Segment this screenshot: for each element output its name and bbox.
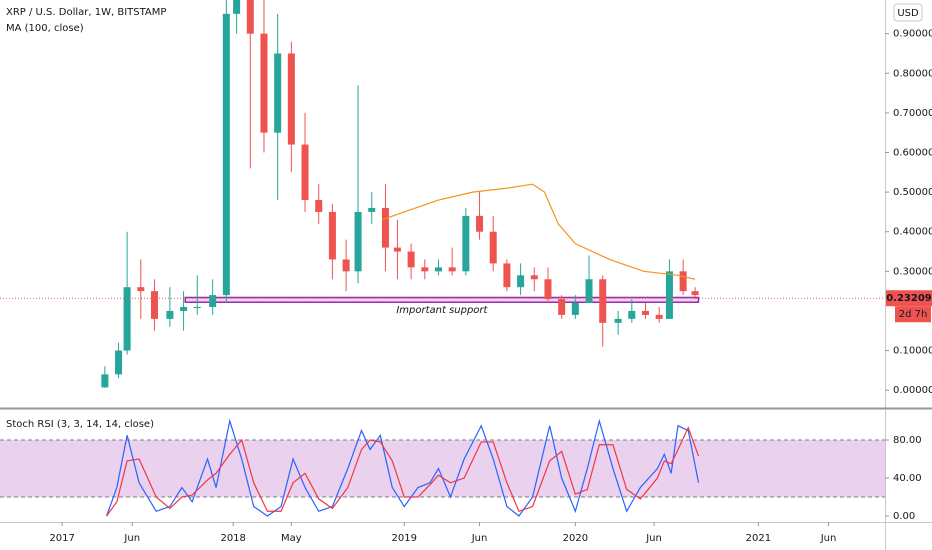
- candle-body: [665, 271, 673, 319]
- y-tick-label: 0.10000: [893, 346, 932, 357]
- moving-average: [381, 183, 696, 280]
- candle-body: [123, 287, 131, 351]
- chart-title: XRP / U.S. Dollar, 1W, BITSTAMP: [6, 7, 166, 18]
- candle-body: [274, 53, 282, 133]
- candle-body: [166, 310, 174, 319]
- candle-body: [193, 306, 201, 308]
- x-tick-label: 2021: [746, 533, 771, 544]
- y-tick-label: 0.80000: [893, 68, 932, 79]
- candle-body: [503, 263, 511, 288]
- candle-body: [354, 211, 362, 272]
- candle-body: [209, 295, 217, 307]
- candle-body: [641, 310, 649, 315]
- candle-body: [448, 267, 456, 272]
- candle-body: [101, 374, 109, 388]
- y-tick-label: 0.70000: [893, 108, 932, 119]
- y-tick-label: 80.00: [893, 435, 922, 446]
- x-tick-label: 2019: [392, 533, 417, 544]
- candle-body: [260, 33, 268, 133]
- candle-body: [342, 259, 350, 272]
- candle-body: [115, 350, 123, 375]
- candle-body: [655, 314, 663, 319]
- x-tick-label: Jun: [820, 533, 837, 544]
- indicator-title: MA (100, close): [6, 23, 84, 34]
- x-tick-label: 2017: [49, 533, 74, 544]
- x-tick-label: May: [281, 533, 302, 544]
- candle-body: [544, 279, 552, 300]
- countdown-box: [895, 306, 931, 323]
- candle-body: [434, 267, 442, 272]
- stoch-line: [106, 418, 700, 517]
- candle-body: [407, 251, 415, 268]
- last-price-box: [886, 290, 932, 307]
- main-pane: Important support: [0, 0, 885, 388]
- candle-body: [301, 144, 309, 201]
- candle-body: [246, 0, 254, 34]
- annotation: Important support: [396, 305, 488, 316]
- candle-body: [393, 247, 401, 252]
- candle-body: [233, 0, 241, 14]
- y-tick-label: 40.00: [893, 473, 922, 484]
- stoch-title: Stoch RSI (3, 3, 14, 14, close): [6, 419, 154, 430]
- currency-label[interactable]: USD: [897, 8, 919, 19]
- candle-body: [558, 299, 566, 315]
- candle-body: [571, 303, 579, 315]
- candle-body: [222, 13, 230, 296]
- candle-body: [614, 318, 622, 323]
- candle-body: [679, 271, 687, 292]
- candle-body: [530, 275, 538, 280]
- candle-body: [180, 306, 188, 311]
- y-tick-label: 0.50000: [893, 187, 932, 198]
- stoch-band: [0, 440, 885, 498]
- candle-body: [381, 207, 389, 248]
- x-tick-label: Jun: [645, 533, 662, 544]
- countdown-label: 2d 7h: [899, 309, 928, 320]
- y-tick-label: 0.00000: [893, 385, 932, 396]
- x-tick-label: 2020: [563, 533, 588, 544]
- x-tick-label: Jun: [471, 533, 488, 544]
- stoch-pane: [0, 418, 885, 517]
- candle-body: [315, 200, 323, 212]
- candle-body: [368, 207, 376, 212]
- last-price-label: 0.23209: [886, 293, 932, 304]
- candle-body: [462, 215, 470, 272]
- candle-body: [489, 231, 497, 264]
- candle-body: [585, 279, 593, 304]
- support-zone: [184, 296, 700, 303]
- candle-body: [150, 291, 158, 319]
- y-tick-label: 0.40000: [893, 227, 932, 238]
- x-tick-label: 2018: [220, 533, 245, 544]
- candle-body: [137, 287, 145, 292]
- candle-body: [287, 53, 295, 145]
- y-tick-label: 0.00: [893, 511, 915, 522]
- currency-button[interactable]: [893, 3, 923, 22]
- candle-body: [476, 215, 484, 232]
- candle-body: [328, 211, 336, 260]
- candle-body: [421, 267, 429, 272]
- y-tick-label: 0.90000: [893, 29, 932, 40]
- candle-body: [599, 279, 607, 323]
- stoch-line: [106, 426, 700, 517]
- candle-body: [517, 275, 525, 288]
- axes: 0.90000 0.80000 0.70000 0.60000 0.50000 0.400…: [49, 29, 932, 544]
- candle-body: [628, 310, 636, 319]
- candle-body: [691, 291, 699, 296]
- y-tick-label: 0.30000: [893, 266, 932, 277]
- x-tick-label: Jun: [123, 533, 140, 544]
- y-tick-label: 0.60000: [893, 148, 932, 159]
